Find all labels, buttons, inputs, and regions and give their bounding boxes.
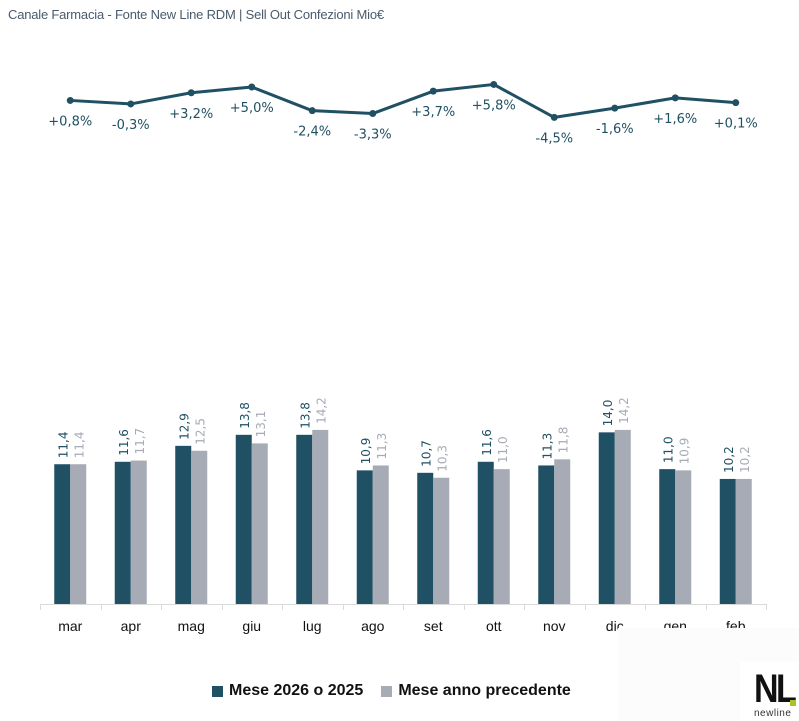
bar-label-current: 10,7 xyxy=(419,440,433,467)
bar-label-current: 10,9 xyxy=(359,438,373,465)
yoy-label: +5,8% xyxy=(472,98,516,113)
legend-label-current: Mese 2026 o 2025 xyxy=(229,682,364,699)
yoy-label: +5,0% xyxy=(230,101,274,116)
bar-previous xyxy=(433,477,450,604)
bar-current xyxy=(356,470,373,604)
yoy-point xyxy=(66,96,74,104)
yoy-point xyxy=(127,100,135,108)
yoy-point xyxy=(248,83,256,91)
bar-label-previous: 14,2 xyxy=(314,397,328,424)
yoy-point xyxy=(611,104,619,112)
bar-current xyxy=(235,434,252,604)
bar-previous xyxy=(191,450,208,604)
yoy-label: -2,4% xyxy=(293,125,331,140)
x-tick-label: ott xyxy=(486,618,502,634)
legend-label-previous: Mese anno precedente xyxy=(398,682,571,699)
bar-previous xyxy=(312,429,329,604)
bar-label-previous: 11,3 xyxy=(375,433,389,460)
yoy-point xyxy=(429,87,437,95)
yoy-point xyxy=(671,94,679,102)
bar-label-previous: 10,2 xyxy=(738,446,752,473)
yoy-label: -3,3% xyxy=(354,128,392,143)
yoy-point xyxy=(732,99,740,107)
bar-previous xyxy=(614,429,631,604)
x-tick-label: set xyxy=(424,618,443,634)
bar-label-previous: 11,8 xyxy=(556,427,570,454)
bar-label-current: 11,6 xyxy=(480,429,494,456)
x-tick-label: ago xyxy=(361,618,385,634)
yoy-label: +0,1% xyxy=(714,117,758,132)
bar-current xyxy=(719,478,736,604)
yoy-label: +0,8% xyxy=(48,114,92,129)
yoy-label: -1,6% xyxy=(596,122,634,137)
bar-previous xyxy=(554,459,571,604)
bar-current xyxy=(659,469,676,604)
yoy-label: -4,5% xyxy=(535,131,573,146)
bar-label-previous: 13,1 xyxy=(254,411,268,438)
bar-label-previous: 11,7 xyxy=(133,428,147,455)
yoy-label: -0,3% xyxy=(112,118,150,133)
legend-swatch-current xyxy=(212,685,223,697)
bar-current xyxy=(477,461,494,604)
x-tick-label: lug xyxy=(303,618,322,634)
bar-current xyxy=(417,472,434,604)
bar-previous xyxy=(70,464,87,604)
x-tick-label: mag xyxy=(178,618,205,634)
yoy-line xyxy=(70,82,736,119)
chart-title: Canale Farmacia - Fonte New Line RDM | S… xyxy=(8,7,384,22)
bar-label-previous: 10,9 xyxy=(677,438,691,465)
bar-label-current: 11,3 xyxy=(540,433,554,460)
logo-wordmark: newline xyxy=(754,708,792,719)
logo-mark: NL xyxy=(754,667,797,711)
bar-current xyxy=(114,461,131,604)
bar-previous xyxy=(675,470,692,604)
bar-label-previous: 12,5 xyxy=(193,418,207,445)
x-tick-label: mar xyxy=(58,618,82,634)
yoy-label: +3,7% xyxy=(411,105,455,120)
bar-label-previous: 10,3 xyxy=(435,445,449,472)
x-tick-label: nov xyxy=(543,618,566,634)
bar-label-previous: 11,0 xyxy=(496,436,510,463)
yoy-point xyxy=(490,80,498,88)
bar-previous xyxy=(251,443,268,604)
bar-label-current: 14,0 xyxy=(601,400,615,427)
bar-previous xyxy=(735,478,752,604)
yoy-label: +3,2% xyxy=(169,107,213,122)
bar-label-current: 13,8 xyxy=(238,402,252,429)
bar-label-current: 13,8 xyxy=(298,402,312,429)
bar-label-previous: 11,4 xyxy=(72,432,86,459)
legend-item-current[interactable]: Mese 2026 o 2025 xyxy=(212,682,363,700)
x-tick-label: apr xyxy=(121,618,142,634)
legend-item-previous[interactable]: Mese anno precedente xyxy=(381,682,571,700)
x-tick-label: giu xyxy=(242,618,261,634)
bar-label-current: 11,4 xyxy=(56,432,70,459)
bar-current xyxy=(175,445,192,604)
legend-swatch-previous xyxy=(381,685,393,697)
yoy-point xyxy=(369,110,377,118)
bar-current xyxy=(598,432,615,604)
bar-label-current: 10,2 xyxy=(722,446,736,473)
bar-previous xyxy=(493,469,510,604)
yoy-label: +1,6% xyxy=(653,112,697,127)
bar-previous xyxy=(130,460,147,604)
bar-previous xyxy=(372,465,389,604)
bar-label-previous: 14,2 xyxy=(617,397,631,424)
bar-current xyxy=(54,464,71,604)
bar-current xyxy=(538,465,555,604)
bar-label-current: 11,0 xyxy=(661,436,675,463)
yoy-point xyxy=(187,89,195,97)
newline-logo: NL newline xyxy=(740,662,799,721)
yoy-point xyxy=(308,107,316,115)
legend: Mese 2026 o 2025 Mese anno precedente xyxy=(212,682,589,700)
bar-label-current: 12,9 xyxy=(177,413,191,440)
yoy-point xyxy=(550,113,558,121)
bar-current xyxy=(296,434,313,604)
logo-accent-dot xyxy=(790,700,796,706)
bar-label-current: 11,6 xyxy=(117,429,131,456)
